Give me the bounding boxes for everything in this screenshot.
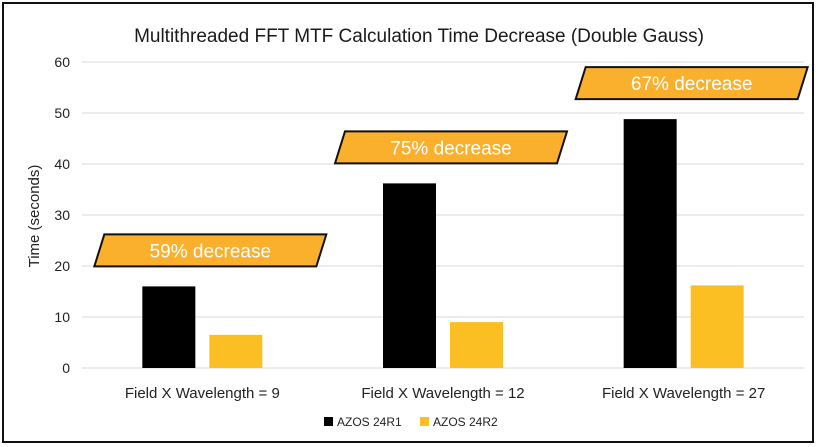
y-tick-label: 60 xyxy=(54,54,70,70)
annotation-badge-label: 59% decrease xyxy=(150,241,271,262)
y-tick-label: 10 xyxy=(54,309,70,325)
chart-frame: Multithreaded FFT MTF Calculation Time D… xyxy=(2,2,814,443)
bar-series1 xyxy=(142,286,196,368)
legend-swatch xyxy=(324,417,333,426)
y-tick-label: 50 xyxy=(54,105,70,121)
annotation-badge-shape xyxy=(333,130,569,165)
annotation-badge: 75% decrease xyxy=(333,130,569,165)
bar-series2 xyxy=(450,322,503,368)
x-category-label: Field X Wavelength = 12 xyxy=(361,385,524,402)
annotation-badge: 67% decrease xyxy=(574,66,810,101)
bar-chart: Multithreaded FFT MTF Calculation Time D… xyxy=(26,26,810,429)
bars xyxy=(142,119,744,369)
y-tick-label: 40 xyxy=(54,156,70,172)
x-category-label: Field X Wavelength = 9 xyxy=(125,385,280,402)
bar-series1 xyxy=(623,119,677,369)
chart-title: Multithreaded FFT MTF Calculation Time D… xyxy=(134,26,704,47)
x-axis-categories: Field X Wavelength = 9 Field X Wavelength… xyxy=(125,385,765,402)
annotation-badge: 59% decrease xyxy=(92,233,328,268)
legend: AZOS 24R1 AZOS 24R2 xyxy=(324,415,498,429)
legend-label: AZOS 24R1 xyxy=(337,415,402,429)
x-category-label: Field X Wavelength = 27 xyxy=(602,385,765,402)
annotation-badge-shape xyxy=(92,233,328,268)
legend-swatch xyxy=(420,417,429,426)
y-tick-label: 30 xyxy=(54,207,70,223)
y-axis-ticks: 0 10 20 30 40 50 60 xyxy=(54,54,70,376)
y-tick-label: 0 xyxy=(62,360,70,376)
annotation-badge-shape xyxy=(574,66,810,101)
annotation-badges: 59% decrease 75% decrease 67% decrease xyxy=(92,66,810,268)
annotation-badge-label: 75% decrease xyxy=(390,138,511,159)
legend-label: AZOS 24R2 xyxy=(433,415,498,429)
annotation-badge-label: 67% decrease xyxy=(631,74,752,95)
bar-series2 xyxy=(209,334,263,368)
bar-series1 xyxy=(383,183,436,368)
bar-series2 xyxy=(690,285,744,368)
y-tick-label: 20 xyxy=(54,258,70,274)
y-axis-title: Time (seconds) xyxy=(26,165,43,268)
